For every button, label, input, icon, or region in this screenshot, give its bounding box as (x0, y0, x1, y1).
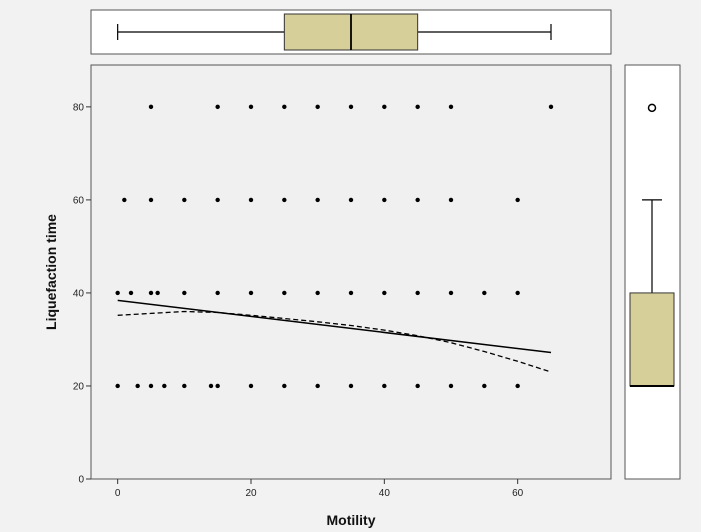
scatter-point (415, 290, 420, 296)
scatter-point (548, 104, 554, 110)
scatter-points (115, 104, 554, 389)
scatter-point (122, 197, 127, 203)
scatter-point (115, 383, 120, 389)
scatter-point (415, 197, 420, 203)
scatter-point (215, 104, 220, 110)
scatter-point (348, 197, 354, 203)
y-tick-label: 0 (78, 475, 84, 486)
y-tick-label: 20 (73, 381, 85, 392)
scatter-point (162, 383, 167, 389)
y-box-iqr (629, 292, 675, 387)
scatter-point (155, 290, 160, 296)
scatter-point (315, 104, 320, 110)
scatter-point (348, 383, 354, 389)
scatter-point (282, 290, 287, 296)
scatter-point (382, 197, 387, 203)
scatter-point (148, 197, 154, 203)
linear-fit-line (117, 299, 552, 354)
x-tick-label: 20 (245, 488, 257, 499)
scatter-point (315, 290, 320, 296)
scatter-point (208, 383, 214, 389)
y-tick-label: 40 (73, 288, 85, 299)
scatter-point (315, 197, 320, 203)
scatter-point (148, 383, 154, 389)
scatter-point (182, 383, 187, 389)
scatter-point (248, 383, 254, 389)
scatter-point (282, 383, 287, 389)
x-axis: 0 20 40 60 (115, 479, 524, 499)
loess-fit-line (117, 310, 552, 373)
scatter-point (448, 383, 454, 389)
scatter-point (482, 290, 487, 296)
scatter-point (382, 104, 387, 110)
scatter-point (282, 197, 287, 203)
scatter-point (382, 383, 387, 389)
scatter-point (348, 290, 354, 296)
scatter-point (448, 290, 454, 296)
scatter-point (182, 290, 187, 296)
scatter-point (515, 290, 520, 296)
y-tick-label: 80 (73, 102, 85, 113)
scatter-point (215, 197, 220, 203)
scatter-point (148, 104, 154, 110)
y-box-outlier (647, 103, 657, 113)
x-boxplot (117, 13, 552, 51)
x-tick-label: 40 (379, 488, 391, 499)
scatter-point (248, 104, 254, 110)
x-tick-label: 0 (115, 488, 121, 499)
scatter-point (215, 383, 220, 389)
y-axis: 0 20 40 60 80 (73, 102, 91, 486)
scatter-point (128, 290, 134, 296)
scatter-point (282, 104, 287, 110)
scatter-point (448, 104, 454, 110)
scatter-point (515, 197, 520, 203)
y-tick-label: 60 (73, 195, 85, 206)
scatter-point (182, 197, 187, 203)
scatter-point (315, 383, 320, 389)
scatter-point (215, 290, 220, 296)
scatter-point (382, 290, 387, 296)
scatter-point (515, 383, 520, 389)
scatter-point (148, 290, 154, 296)
plot-area (90, 64, 612, 480)
scatter-point (135, 383, 140, 389)
x-tick-label: 60 (512, 488, 524, 499)
scatter-point (415, 383, 420, 389)
scatter-point (415, 104, 420, 110)
scatter-point (248, 197, 254, 203)
scatter-point (115, 290, 120, 296)
scatter-point (482, 383, 487, 389)
x-axis-title: Motility (327, 512, 376, 528)
y-axis-title: Liquefaction time (43, 214, 59, 330)
scatter-point (448, 197, 454, 203)
y-boxplot (629, 103, 675, 387)
scatter-point (348, 104, 354, 110)
scatter-point (248, 290, 254, 296)
